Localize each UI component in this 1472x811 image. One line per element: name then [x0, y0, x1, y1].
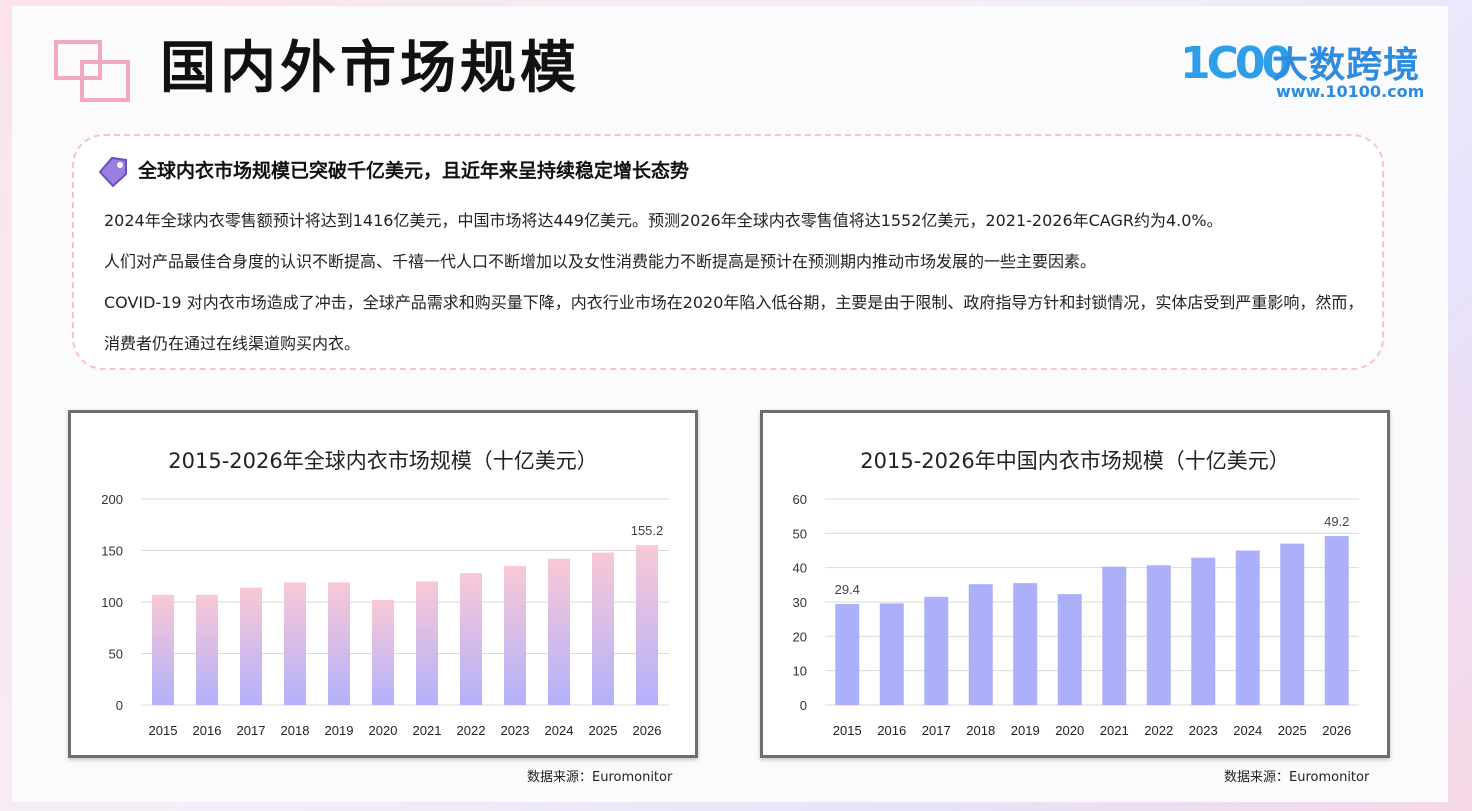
- x-tick-label: 2021: [413, 723, 442, 738]
- summary-paragraph: 2024年全球内衣零售额预计将达到1416亿美元，中国市场将达449亿美元。预测…: [104, 211, 1223, 230]
- bar: [328, 582, 350, 705]
- bar: [924, 596, 949, 705]
- x-tick-label: 2023: [501, 723, 530, 738]
- x-tick-label: 2022: [1144, 723, 1173, 738]
- y-tick-label: 30: [793, 595, 807, 610]
- x-tick-label: 2020: [369, 723, 398, 738]
- x-tick-label: 2023: [1189, 723, 1218, 738]
- y-tick-label: 50: [793, 526, 807, 541]
- logo-url: www.10100.com: [1276, 82, 1425, 101]
- china-bar-chart: 0 10 20 30 40 50 60 2015 29.4 2016 2017 2018 2019 202…: [793, 492, 1359, 738]
- x-tick-label: 2019: [325, 723, 354, 738]
- bar: [968, 584, 993, 705]
- bar: [372, 599, 394, 705]
- data-source: 数据来源：Euromonitor: [527, 770, 673, 785]
- logo-mark: 1C00: [1180, 38, 1292, 89]
- x-tick-label: 2015: [833, 723, 862, 738]
- bar: [548, 558, 570, 705]
- y-tick-label: 50: [109, 647, 123, 662]
- data-label: 29.4: [835, 582, 860, 597]
- bar: [240, 587, 262, 705]
- bar: [1057, 594, 1082, 705]
- bar: [636, 545, 658, 705]
- y-tick-label: 200: [101, 492, 123, 507]
- bar: [196, 594, 218, 705]
- x-tick-label: 2018: [966, 723, 995, 738]
- summary-paragraph: 人们对产品最佳合身度的认识不断提高、千禧一代人口不断增加以及女性消费能力不断提高…: [104, 252, 1097, 271]
- x-tick-label: 2024: [1233, 723, 1262, 738]
- x-tick-label: 2020: [1055, 723, 1084, 738]
- chart-title: 2015-2026年全球内衣市场规模（十亿美元）: [168, 449, 598, 473]
- chart-title: 2015-2026年中国内衣市场规模（十亿美元）: [860, 449, 1290, 473]
- bar: [1280, 543, 1305, 705]
- bar: [1102, 566, 1127, 705]
- bar: [284, 582, 306, 705]
- title-decoration-icon: [54, 40, 132, 102]
- y-tick-label: 100: [101, 595, 123, 610]
- y-tick-label: 0: [800, 698, 807, 713]
- y-tick-label: 40: [793, 561, 807, 576]
- y-tick-label: 0: [116, 698, 123, 713]
- bar: [879, 603, 904, 705]
- x-tick-label: 2022: [457, 723, 486, 738]
- bar: [152, 594, 174, 705]
- x-tick-label: 2025: [589, 723, 618, 738]
- bar: [1324, 536, 1349, 705]
- page-title: 国内外市场规模: [160, 36, 580, 101]
- x-tick-label: 2016: [877, 723, 906, 738]
- x-tick-label: 2019: [1011, 723, 1040, 738]
- logo-brand: 大数跨境: [1272, 45, 1421, 86]
- x-tick-label: 2015: [149, 723, 178, 738]
- bar: [1191, 557, 1216, 705]
- global-chart-card: 2015-2026年全球内衣市场规模（十亿美元） 0 50 100 150 200 201…: [68, 410, 698, 758]
- x-tick-label: 2017: [922, 723, 951, 738]
- summary-body: 2024年全球内衣零售额预计将达到1416亿美元，中国市场将达449亿美元。预测…: [104, 200, 1364, 364]
- summary-paragraph: COVID-19 对内衣市场造成了冲击，全球产品需求和购买量下降，内衣行业市场在…: [104, 293, 1364, 353]
- bar: [1146, 565, 1171, 705]
- china-chart-card: 2015-2026年中国内衣市场规模（十亿美元） 0 10 20 30 40 50 60 20…: [760, 410, 1390, 758]
- y-tick-label: 20: [793, 629, 807, 644]
- bar: [835, 604, 860, 705]
- bar: [504, 565, 526, 705]
- bar: [592, 552, 614, 705]
- y-tick-label: 150: [101, 544, 123, 559]
- global-bar-chart: 0 50 100 150 200 2015 2016 2017 2018 2019 2020 2021…: [101, 492, 669, 738]
- x-tick-label: 2025: [1278, 723, 1307, 738]
- bar: [416, 581, 438, 705]
- bar: [460, 573, 482, 705]
- x-tick-label: 2026: [633, 723, 662, 738]
- x-tick-label: 2021: [1100, 723, 1129, 738]
- x-tick-label: 2017: [237, 723, 266, 738]
- data-source: 数据来源：Euromonitor: [1224, 770, 1370, 785]
- summary-headline: 全球内衣市场规模已突破千亿美元，且近年来呈持续稳定增长态势: [138, 160, 690, 182]
- summary-box: 全球内衣市场规模已突破千亿美元，且近年来呈持续稳定增长态势 2024年全球内衣零…: [72, 134, 1384, 370]
- y-tick-label: 60: [793, 492, 807, 507]
- data-label: 155.2: [631, 523, 664, 538]
- data-label: 49.2: [1324, 514, 1349, 529]
- bar: [1235, 550, 1260, 705]
- brand-logo: 1C00 大数跨境 www.10100.com: [1180, 36, 1440, 106]
- x-tick-label: 2018: [281, 723, 310, 738]
- x-tick-label: 2024: [545, 723, 574, 738]
- bar: [1013, 583, 1038, 705]
- x-tick-label: 2026: [1322, 723, 1351, 738]
- y-tick-label: 10: [793, 664, 807, 679]
- x-tick-label: 2016: [193, 723, 222, 738]
- price-tag-icon: [98, 156, 127, 188]
